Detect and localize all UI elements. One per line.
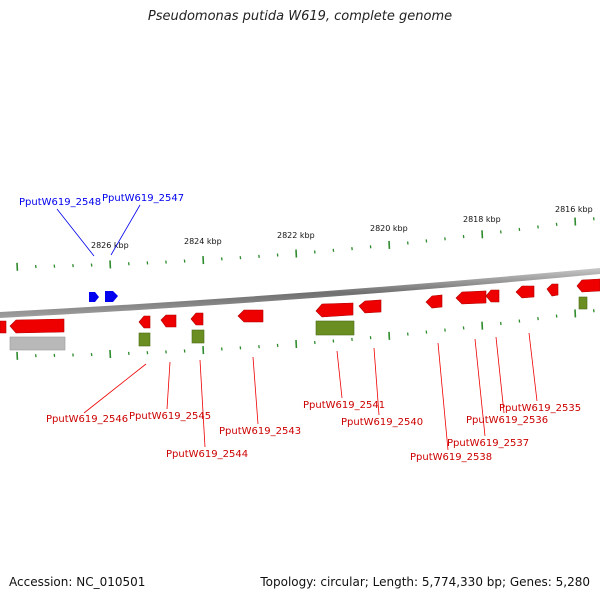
gene-arrow-pputw619-2534[interactable] xyxy=(546,283,559,297)
inner-scale-ticks xyxy=(16,309,595,360)
gene-arrow-pputw619-2541[interactable] xyxy=(315,302,354,318)
genome-title: Pseudomonas putida W619, complete genome xyxy=(147,9,453,24)
gene-arrow-pputw619-2547[interactable] xyxy=(105,291,118,302)
kbp-label-2816: 2816 kbp xyxy=(555,205,593,214)
outer-scale-ticks xyxy=(16,217,595,271)
rna-feature-3[interactable] xyxy=(315,320,355,336)
leader-pputw619-2540 xyxy=(373,347,380,416)
leader-pputw619-2544 xyxy=(199,359,206,448)
gene-arrow-pputw619-2535[interactable] xyxy=(515,285,535,299)
gene-arrow-pputw619-2537[interactable] xyxy=(455,290,487,305)
gene-label-pputw619-2546[interactable]: PputW619_2546 xyxy=(46,414,128,425)
kbp-label-2824: 2824 kbp xyxy=(184,237,222,246)
rna-feature-2[interactable] xyxy=(191,329,205,344)
gene-label-pputw619-2535[interactable]: PputW619_2535 xyxy=(499,403,581,414)
gene-arrow-edge-left[interactable] xyxy=(0,320,7,334)
gene-arrow-pputw619-2536[interactable] xyxy=(485,289,500,303)
gene-arrow-pputw619-2545[interactable] xyxy=(160,314,177,328)
genome-backbone xyxy=(0,268,600,318)
gene-arrow-pputw619-2540[interactable] xyxy=(358,299,382,314)
leader-pputw619-2535 xyxy=(528,332,538,402)
gene-arrow-pputw619-2533[interactable] xyxy=(576,278,600,293)
gene-arrow-pputw619-2549[interactable] xyxy=(9,318,65,334)
genome-summary-text: Topology: circular; Length: 5,774,330 bp… xyxy=(260,575,590,589)
gene-label-pputw619-2543[interactable]: PputW619_2543 xyxy=(219,426,301,437)
gene-arrow-pputw619-2538[interactable] xyxy=(425,294,443,309)
accession-text: Accession: NC_010501 xyxy=(9,575,146,589)
leader-pputw619-2547 xyxy=(110,204,141,256)
kbp-label-2818: 2818 kbp xyxy=(463,215,501,224)
rna-feature-1[interactable] xyxy=(138,332,151,347)
gene-label-pputw619-2547[interactable]: PputW619_2547 xyxy=(102,193,184,204)
leader-pputw619-2536 xyxy=(495,336,505,414)
pseudo-feature[interactable] xyxy=(9,336,66,351)
leader-pputw619-2545 xyxy=(166,361,171,410)
leader-pputw619-2541 xyxy=(336,350,343,399)
rna-feature-4[interactable] xyxy=(578,296,588,310)
gene-arrow-pputw619-2548[interactable] xyxy=(89,292,99,302)
leader-pputw619-2543 xyxy=(252,356,259,425)
leader-pputw619-2546 xyxy=(83,363,147,414)
gene-label-pputw619-2548[interactable]: PputW619_2548 xyxy=(19,197,101,208)
gene-label-pputw619-2537[interactable]: PputW619_2537 xyxy=(447,438,529,449)
gene-label-pputw619-2541[interactable]: PputW619_2541 xyxy=(303,400,385,411)
kbp-label-2826: 2826 kbp xyxy=(91,241,129,250)
leader-pputw619-2548 xyxy=(56,208,95,257)
gene-arrow-pputw619-2544[interactable] xyxy=(190,312,204,326)
gene-arrow-pputw619-2546[interactable] xyxy=(138,315,151,329)
leader-pputw619-2538 xyxy=(437,342,449,451)
leader-pputw619-2537 xyxy=(474,338,486,437)
kbp-label-2822: 2822 kbp xyxy=(277,231,315,240)
gene-label-pputw619-2536[interactable]: PputW619_2536 xyxy=(466,415,548,426)
gene-label-pputw619-2538[interactable]: PputW619_2538 xyxy=(410,452,492,463)
kbp-label-2820: 2820 kbp xyxy=(370,224,408,233)
gene-label-pputw619-2545[interactable]: PputW619_2545 xyxy=(129,411,211,422)
gene-label-pputw619-2544[interactable]: PputW619_2544 xyxy=(166,449,248,460)
gene-arrow-pputw619-2543[interactable] xyxy=(237,309,264,323)
gene-label-pputw619-2540[interactable]: PputW619_2540 xyxy=(341,417,423,428)
